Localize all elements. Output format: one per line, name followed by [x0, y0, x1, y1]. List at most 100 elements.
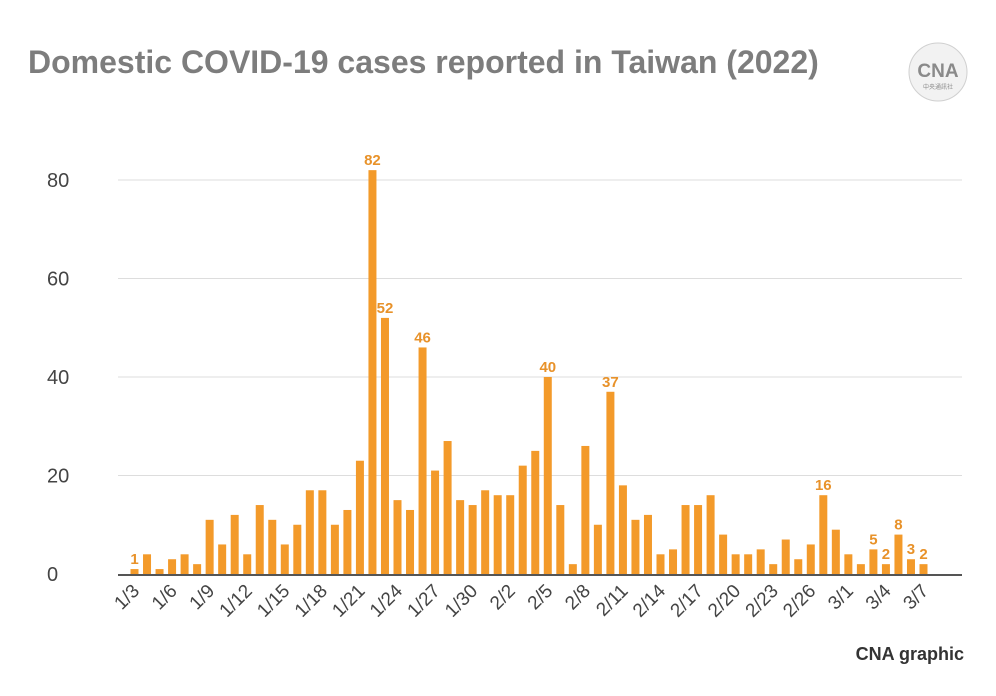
bar-3-7 — [919, 564, 928, 574]
bar-1-25 — [406, 509, 415, 574]
bar-1-20 — [343, 509, 352, 574]
bar-1-17 — [305, 490, 314, 574]
y-tick-label: 20 — [47, 466, 69, 488]
bar-2-26 — [806, 544, 815, 574]
bar-2-24 — [781, 539, 790, 574]
data-label: 40 — [539, 359, 556, 376]
y-axis-ticks: 0 20 40 60 80 — [47, 170, 69, 586]
bar-1-13 — [255, 505, 264, 574]
bar-1-12 — [243, 554, 252, 574]
bar-1-4 — [143, 554, 152, 574]
bar-2-18 — [706, 495, 715, 574]
bar-2-23 — [769, 564, 778, 574]
y-tick-label: 80 — [47, 170, 69, 192]
bar-3-1 — [844, 554, 853, 574]
x-tick-label: 2/8 — [561, 581, 595, 615]
bar-2-17 — [694, 505, 703, 574]
bar-1-28 — [443, 441, 452, 574]
x-tick-label: 2/26 — [779, 581, 820, 622]
bar-2-1 — [493, 495, 502, 574]
x-tick-label: 1/6 — [148, 581, 182, 615]
x-tick-label: 1/21 — [328, 581, 369, 622]
bar-3-2 — [856, 564, 865, 574]
bar-1-24 — [393, 500, 402, 574]
bar-1-18 — [318, 490, 327, 574]
bar-3-6 — [906, 559, 915, 574]
data-label: 46 — [414, 329, 431, 346]
bar-2-3 — [518, 465, 527, 574]
data-label: 2 — [882, 546, 890, 563]
data-label: 1 — [130, 551, 138, 568]
x-tick-label: 1/9 — [186, 581, 220, 615]
bar-1-29 — [456, 500, 465, 574]
x-tick-label: 1/3 — [111, 581, 145, 615]
bar-2-12 — [631, 519, 640, 574]
data-label: 16 — [815, 477, 832, 494]
data-label: 37 — [602, 374, 619, 391]
bar-3-5 — [894, 534, 903, 574]
bar-2-14 — [656, 554, 665, 574]
data-label: 8 — [894, 517, 902, 534]
bar-1-21 — [355, 460, 364, 574]
bar-2-25 — [794, 559, 803, 574]
bar-2-9 — [593, 524, 602, 574]
bar-2-28 — [831, 529, 840, 574]
x-tick-label: 1/27 — [404, 581, 445, 622]
data-label: 52 — [377, 300, 394, 317]
x-tick-label: 3/1 — [824, 581, 858, 615]
x-tick-label: 2/5 — [524, 581, 558, 615]
bar-1-14 — [268, 519, 277, 574]
bar-1-27 — [431, 470, 440, 574]
bar-1-30 — [468, 505, 477, 574]
bar-1-3 — [130, 569, 139, 574]
bar-1-16 — [293, 524, 302, 574]
cna-logo-icon: CNA 中央通訊社 — [908, 42, 968, 102]
data-label: 82 — [364, 152, 381, 169]
bar-1-11 — [230, 514, 239, 574]
bar-2-13 — [643, 514, 652, 574]
bar-1-15 — [280, 544, 289, 574]
bar-2-7 — [568, 564, 577, 574]
data-label: 3 — [907, 541, 915, 558]
bar-1-6 — [168, 559, 177, 574]
bar-2-21 — [744, 554, 753, 574]
bar-2-15 — [669, 549, 678, 574]
x-axis-ticks: 1/3 1/6 1/91/121/151/181/211/241/271/30 2/2… — [111, 580, 934, 621]
chart-title: Domestic COVID-19 cases reported in Taiw… — [28, 44, 819, 80]
bar-2-11 — [618, 485, 627, 574]
bar-1-19 — [330, 524, 339, 574]
x-tick-label: 3/4 — [862, 580, 896, 614]
bar-1-7 — [180, 554, 189, 574]
bar-2-2 — [506, 495, 515, 574]
logo-text: CNA — [917, 61, 958, 82]
data-label: 5 — [869, 531, 877, 548]
x-tick-label: 2/17 — [667, 581, 708, 622]
bar-1-31 — [481, 490, 490, 574]
data-label: 2 — [919, 546, 927, 563]
bar-1-5 — [155, 569, 164, 574]
bar-1-23 — [380, 317, 389, 574]
bar-2-19 — [719, 534, 728, 574]
bar-2-6 — [556, 505, 565, 574]
x-tick-label: 2/2 — [486, 581, 520, 615]
x-tick-label: 1/15 — [253, 581, 294, 622]
x-tick-label: 1/18 — [291, 581, 332, 622]
bar-1-10 — [218, 544, 227, 574]
bar-3-3 — [869, 549, 878, 574]
y-tick-label: 60 — [47, 269, 69, 291]
x-tick-label: 1/30 — [441, 581, 482, 622]
bar-1-9 — [205, 519, 214, 574]
x-tick-label: 1/24 — [366, 580, 407, 621]
x-tick-label: 2/11 — [592, 581, 632, 621]
x-tick-label: 1/12 — [216, 581, 257, 622]
bar-2-27 — [819, 495, 828, 574]
bar-2-8 — [581, 445, 590, 574]
x-tick-label: 3/7 — [900, 581, 934, 615]
bar-1-26 — [418, 347, 427, 574]
bar-1-8 — [193, 564, 202, 574]
bar-3-4 — [881, 564, 890, 574]
bar-2-20 — [731, 554, 740, 574]
bar-2-4 — [531, 450, 540, 574]
